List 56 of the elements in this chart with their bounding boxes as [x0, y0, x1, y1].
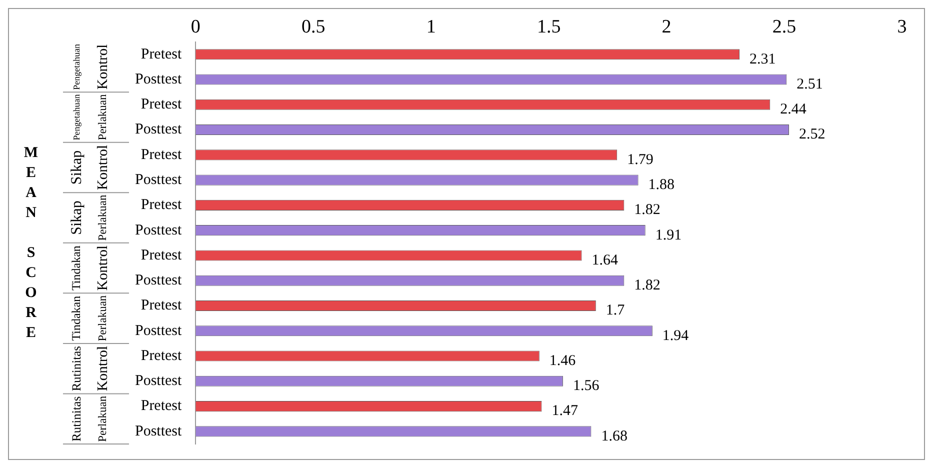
data-label: 2.51	[796, 76, 823, 92]
y-tick-label: Posttest	[134, 272, 182, 289]
text: Perlakuan	[97, 396, 110, 442]
data-label: 2.44	[780, 102, 807, 118]
data-label: 2.52	[798, 126, 826, 143]
text: Kontrol	[94, 245, 111, 291]
y-tick-label: Posttest	[134, 373, 182, 390]
text: Pengetahuan	[71, 43, 82, 90]
data-label: 1.47	[552, 403, 579, 420]
y-tick-label: Pretest	[140, 146, 183, 163]
text: Sikap	[68, 150, 85, 185]
text: Rutinitas	[69, 346, 84, 392]
text: Rutinitas	[69, 396, 84, 442]
text: Kontrol	[94, 44, 111, 90]
data-label: 1.7	[606, 302, 626, 319]
x-tick-label: 1	[426, 16, 436, 38]
y-tick-label: Pretest	[140, 398, 183, 414]
text: Perlakuan	[97, 295, 110, 342]
text: Perlakuan	[97, 94, 110, 140]
x-tick-label: 2.5	[772, 16, 796, 38]
data-label: 1.79	[627, 152, 654, 168]
y-tick-label: Pretest	[140, 348, 183, 364]
y-tick-label: Posttest	[134, 172, 182, 188]
y-tick-label: Posttest	[134, 423, 182, 440]
text: Kontrol	[94, 144, 111, 190]
data-label: 1.88	[648, 176, 675, 193]
data-label: 1.68	[601, 428, 628, 444]
x-tick-label: 0.5	[302, 16, 326, 38]
text: Sikap	[68, 200, 85, 235]
text: MEAN SCORE	[24, 144, 38, 341]
x-tick-label: 3	[897, 16, 907, 38]
data-label: 1.82	[634, 202, 660, 218]
text: Pengetahuan	[71, 94, 82, 140]
y-tick-label: Posttest	[134, 122, 182, 138]
y-tick-label: Posttest	[134, 322, 182, 339]
y-tick-label: Pretest	[140, 247, 183, 264]
x-tick-label: 1.5	[536, 16, 561, 38]
text: Perlakuan	[97, 194, 110, 241]
text: Tindakan	[69, 296, 84, 341]
y-tick-label: Pretest	[140, 197, 183, 214]
data-label: 1.64	[592, 252, 619, 268]
y-tick-label: Pretest	[140, 298, 183, 314]
text: Kontrol	[94, 346, 111, 392]
x-tick-label: 2	[662, 16, 672, 38]
data-label: 2.31	[750, 51, 776, 68]
text: Tindakan	[69, 246, 84, 290]
y-tick-label: Posttest	[134, 71, 182, 88]
data-label: 1.82	[634, 278, 660, 294]
x-tick-label: 0	[190, 16, 200, 38]
data-label: 1.56	[572, 378, 600, 394]
data-label: 1.94	[662, 328, 690, 344]
data-label: 1.46	[549, 352, 576, 369]
data-label: 1.91	[655, 227, 682, 244]
y-tick-label: Pretest	[140, 96, 183, 113]
y-tick-label: Pretest	[140, 46, 183, 62]
y-tick-label: Posttest	[134, 222, 182, 238]
